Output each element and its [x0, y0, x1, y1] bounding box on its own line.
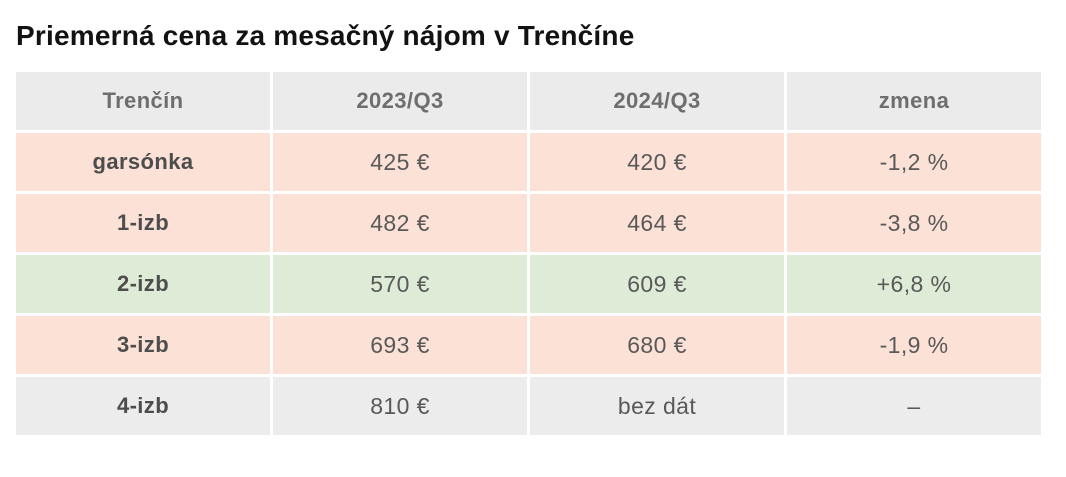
table-row-4izb: 4-izb 810 € bez dát – [16, 377, 1041, 435]
table-row-2izb: 2-izb 570 € 609 € +6,8 % [16, 255, 1041, 313]
price-2023q3-cell: 425 € [273, 133, 527, 191]
change-cell: +6,8 % [787, 255, 1041, 313]
change-cell: – [787, 377, 1041, 435]
table-row-3izb: 3-izb 693 € 680 € -1,9 % [16, 316, 1041, 374]
page-title: Priemerná cena za mesačný nájom v Trenčí… [16, 20, 635, 51]
price-2024q3-cell: bez dát [530, 377, 784, 435]
price-2024q3-cell: 680 € [530, 316, 784, 374]
row-label: 1-izb [16, 194, 270, 252]
column-header-2024q3: 2024/Q3 [530, 72, 784, 130]
change-cell: -1,9 % [787, 316, 1041, 374]
price-2023q3-cell: 810 € [273, 377, 527, 435]
price-2023q3-cell: 693 € [273, 316, 527, 374]
page: Priemerná cena za mesačný nájom v Trenčí… [13, 20, 1044, 438]
column-header-trencin: Trenčín [16, 72, 270, 130]
column-header-2023q3: 2023/Q3 [273, 72, 527, 130]
row-label: garsónka [16, 133, 270, 191]
table-row-garsonka: garsónka 425 € 420 € -1,2 % [16, 133, 1041, 191]
price-2024q3-cell: 420 € [530, 133, 784, 191]
table-row-1izb: 1-izb 482 € 464 € -3,8 % [16, 194, 1041, 252]
row-label: 3-izb [16, 316, 270, 374]
change-cell: -1,2 % [787, 133, 1041, 191]
column-header-zmena: zmena [787, 72, 1041, 130]
rent-price-table: Trenčín 2023/Q3 2024/Q3 zmena garsónka 4… [13, 69, 1044, 438]
price-2024q3-cell: 464 € [530, 194, 784, 252]
header-row: Trenčín 2023/Q3 2024/Q3 zmena [16, 72, 1041, 130]
price-2023q3-cell: 570 € [273, 255, 527, 313]
change-cell: -3,8 % [787, 194, 1041, 252]
row-label: 4-izb [16, 377, 270, 435]
price-2023q3-cell: 482 € [273, 194, 527, 252]
price-2024q3-cell: 609 € [530, 255, 784, 313]
row-label: 2-izb [16, 255, 270, 313]
